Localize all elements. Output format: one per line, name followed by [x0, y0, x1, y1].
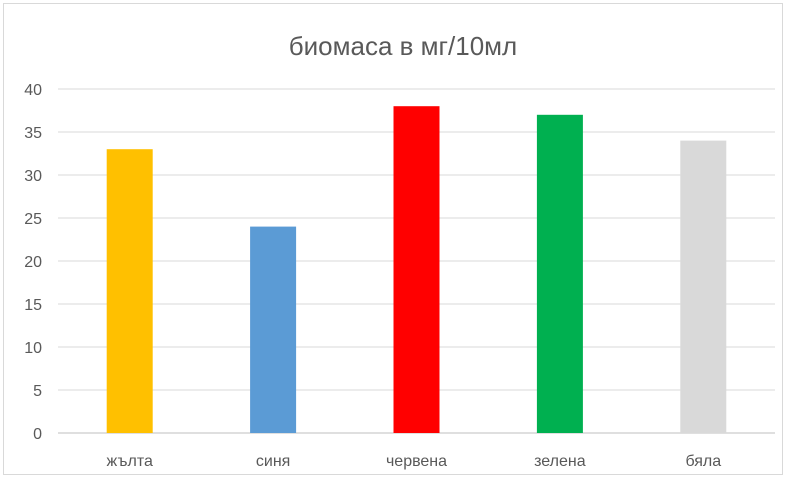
- bar-1: [107, 149, 153, 433]
- y-tick-label: 15: [24, 297, 42, 314]
- x-tick-label: червена: [386, 453, 447, 470]
- y-tick-label: 10: [24, 340, 42, 357]
- y-axis-ticks: 0 5 10 15 20 25 30 35 40: [24, 82, 42, 443]
- x-tick-label: бяла: [685, 453, 721, 470]
- y-tick-label: 40: [24, 82, 42, 99]
- y-tick-label: 20: [24, 254, 42, 271]
- y-tick-label: 25: [24, 211, 42, 228]
- x-tick-label: зелена: [534, 453, 586, 470]
- y-tick-label: 30: [24, 168, 42, 185]
- bars: [107, 106, 727, 433]
- bar-3: [394, 106, 440, 433]
- chart-title: биомаса в мг/10мл: [289, 31, 517, 61]
- y-tick-label: 5: [33, 383, 42, 400]
- x-axis-ticks: жълта синя червена зелена бяла: [106, 453, 721, 470]
- x-tick-label: жълта: [106, 453, 153, 470]
- bar-2: [250, 227, 296, 433]
- y-tick-label: 0: [33, 426, 42, 443]
- bar-5: [680, 141, 726, 433]
- x-tick-label: синя: [256, 453, 290, 470]
- bar-4: [537, 115, 583, 433]
- y-tick-label: 35: [24, 125, 42, 142]
